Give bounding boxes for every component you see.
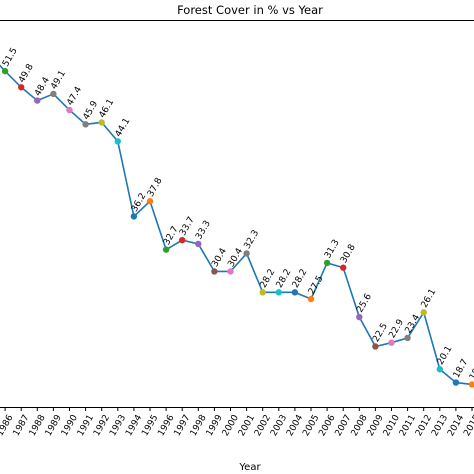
- data-label-1998: 33.3: [194, 219, 213, 241]
- data-label-1994: 36.2: [130, 192, 149, 214]
- data-label-1985: 53.3: [0, 29, 4, 51]
- data-label-2015: 18.5: [468, 360, 474, 382]
- data-label-1991: 45.9: [82, 99, 101, 122]
- data-point-2011: [404, 334, 411, 342]
- data-point-2004: [291, 289, 299, 296]
- data-label-2011: 23.4: [404, 313, 423, 336]
- data-point-2000: [227, 268, 234, 275]
- x-tick-label-2015: 2015: [462, 413, 474, 438]
- data-label-2012: 26.1: [420, 287, 439, 309]
- data-point-2006: [323, 259, 331, 267]
- data-point-1993: [114, 138, 122, 145]
- x-axis-ticks: 1986198719881989199019911992199319941995…: [0, 407, 474, 438]
- data-label-2008: 25.6: [355, 292, 374, 315]
- data-point-2013: [436, 366, 443, 373]
- data-point-1986: [1, 67, 9, 75]
- data-point-1999: [211, 268, 218, 275]
- data-label-2007: 30.8: [339, 243, 358, 266]
- data-point-2008: [356, 313, 363, 321]
- data-point-1998: [195, 240, 202, 248]
- chart-title: Forest Cover in % vs Year: [177, 3, 323, 17]
- data-point-1995: [146, 198, 154, 205]
- data-label-1992: 46.1: [98, 98, 117, 120]
- data-label-2004: 28.2: [291, 267, 310, 289]
- data-label-2003: 28.2: [275, 267, 294, 289]
- data-point-1997: [179, 236, 186, 244]
- data-point-1988: [34, 97, 41, 104]
- data-point-2015: [468, 381, 474, 388]
- data-label-1989: 49.1: [49, 69, 68, 91]
- data-label-1990: 47.4: [65, 85, 84, 108]
- data-label-1996: 32.7: [162, 225, 181, 247]
- data-point-1989: [50, 90, 57, 98]
- data-label-1999: 30.4: [210, 246, 229, 269]
- data-points: [1, 67, 474, 388]
- data-label-2005: 27.5: [307, 274, 326, 296]
- data-point-1987: [18, 84, 25, 91]
- data-label-2002: 28.2: [259, 267, 278, 289]
- data-point-2010: [388, 339, 395, 346]
- data-label-1986: 51.5: [1, 46, 20, 68]
- data-point-2001: [243, 250, 250, 257]
- data-point-2007: [340, 264, 347, 271]
- data-point-1991: [82, 121, 89, 128]
- data-label-2006: 31.3: [323, 238, 342, 260]
- data-point-2012: [420, 309, 427, 316]
- data-label-1993: 44.1: [114, 117, 133, 139]
- x-axis-label: Year: [238, 462, 261, 473]
- data-point-2002: [259, 289, 266, 296]
- data-labels: 53.351.549.848.449.147.445.946.144.136.2…: [0, 29, 474, 382]
- data-point-1992: [98, 119, 105, 126]
- data-point-1996: [162, 246, 170, 253]
- data-point-2005: [307, 295, 315, 303]
- data-point-2003: [275, 289, 282, 296]
- data-point-2009: [372, 343, 379, 350]
- data-label-2001: 32.3: [243, 229, 262, 251]
- data-label-2013: 20.1: [436, 344, 455, 366]
- data-label-2009: 22.5: [371, 322, 390, 344]
- data-label-1987: 49.8: [17, 62, 36, 85]
- data-point-1990: [66, 106, 73, 114]
- data-label-1997: 33.7: [178, 215, 197, 237]
- data-point-1994: [130, 213, 138, 220]
- data-point-2014: [452, 379, 460, 386]
- data-label-1995: 37.8: [146, 176, 165, 199]
